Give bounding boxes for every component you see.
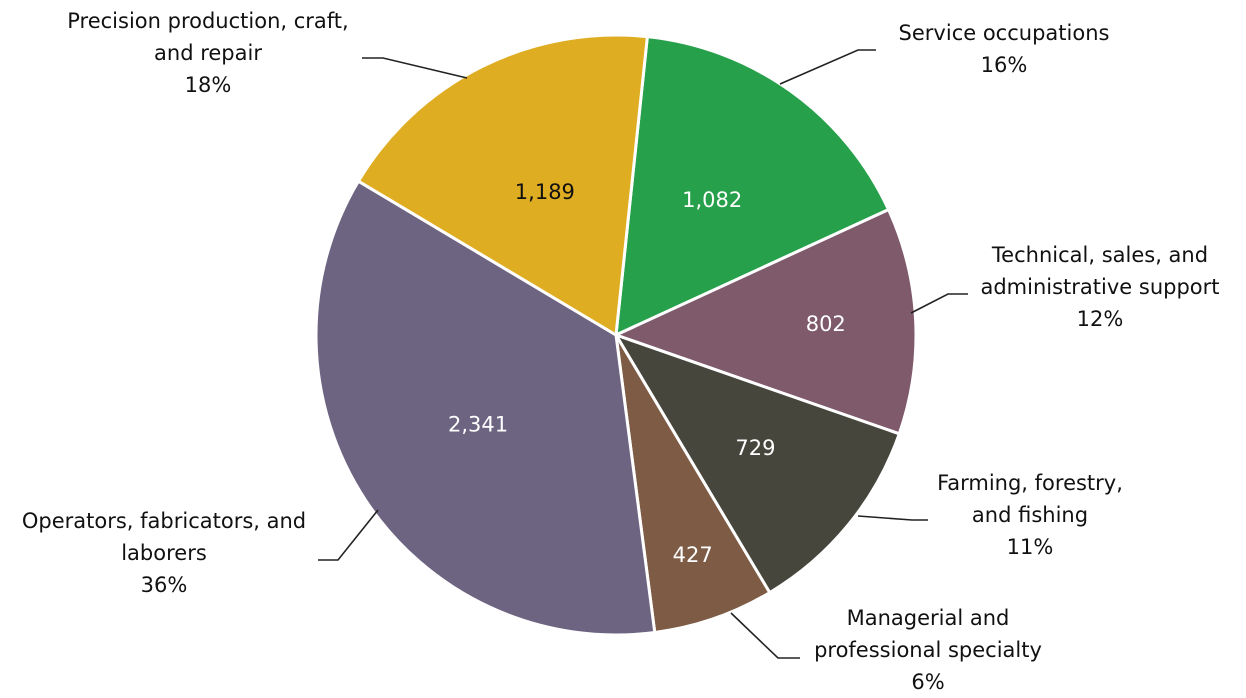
category-label-line: laborers [121, 541, 207, 565]
category-label-line: Operators, fabricators, and [22, 509, 306, 533]
pie-slice-farming-forestry-and-fishing [614, 333, 901, 595]
pie-slice-operators-fabricators-and-laborers [314, 179, 657, 637]
category-label-line: and repair [154, 41, 262, 65]
leader-line [318, 509, 379, 561]
category-percent-label: 36% [141, 573, 188, 597]
leader-line [362, 57, 468, 79]
slice-value-labels: 1,082 802 729 427 2,341 1,189 [448, 180, 846, 567]
category-percent-label: 12% [1077, 307, 1124, 331]
category-label-line: and fishing [972, 503, 1088, 527]
slice-value-label: 729 [735, 436, 775, 460]
slice-value-label: 427 [673, 543, 713, 567]
pie-slice-technical-sales-and-administrative-support [614, 208, 918, 436]
category-label-line: Precision production, craft, [67, 9, 348, 33]
slice-value-label: 1,189 [515, 180, 575, 204]
category-label: Technical, sales, and administrative supp… [980, 243, 1219, 331]
pie-slice-precision-production-craft-and-repair [356, 33, 649, 337]
category-label-line: Service occupations [899, 21, 1110, 45]
category-label-line: professional specialty [814, 638, 1042, 662]
category-label-line: Managerial and [847, 606, 1010, 630]
pie-slice-managerial-and-professional-specialty [614, 333, 772, 634]
leader-line [779, 49, 876, 85]
category-percent-label: 18% [185, 73, 232, 97]
slice-value-label: 802 [806, 312, 846, 336]
category-label-line: administrative support [980, 275, 1219, 299]
pie-slices [314, 33, 918, 637]
category-label: Operators, fabricators, and laborers 36% [22, 509, 306, 597]
slice-value-label: 2,341 [448, 413, 508, 437]
leader-line [910, 293, 968, 314]
category-labels: Service occupations 16% Technical, sales, … [22, 9, 1220, 694]
category-label: Managerial and professional specialty 6% [814, 606, 1042, 694]
slice-value-label: 1,082 [682, 188, 742, 212]
category-label-line: Technical, sales, and [991, 243, 1208, 267]
category-label: Service occupations 16% [899, 21, 1110, 77]
pie-slice-service-occupations [614, 35, 891, 337]
leader-line [730, 612, 800, 659]
leader-lines [318, 49, 968, 659]
category-label-line: Farming, forestry, [937, 471, 1123, 495]
category-percent-label: 11% [1007, 535, 1054, 559]
category-label: Farming, forestry, and fishing 11% [937, 471, 1123, 559]
category-percent-label: 6% [911, 670, 944, 694]
leader-line [857, 515, 928, 521]
category-percent-label: 16% [981, 53, 1028, 77]
category-label: Precision production, craft, and repair 18… [67, 9, 348, 97]
